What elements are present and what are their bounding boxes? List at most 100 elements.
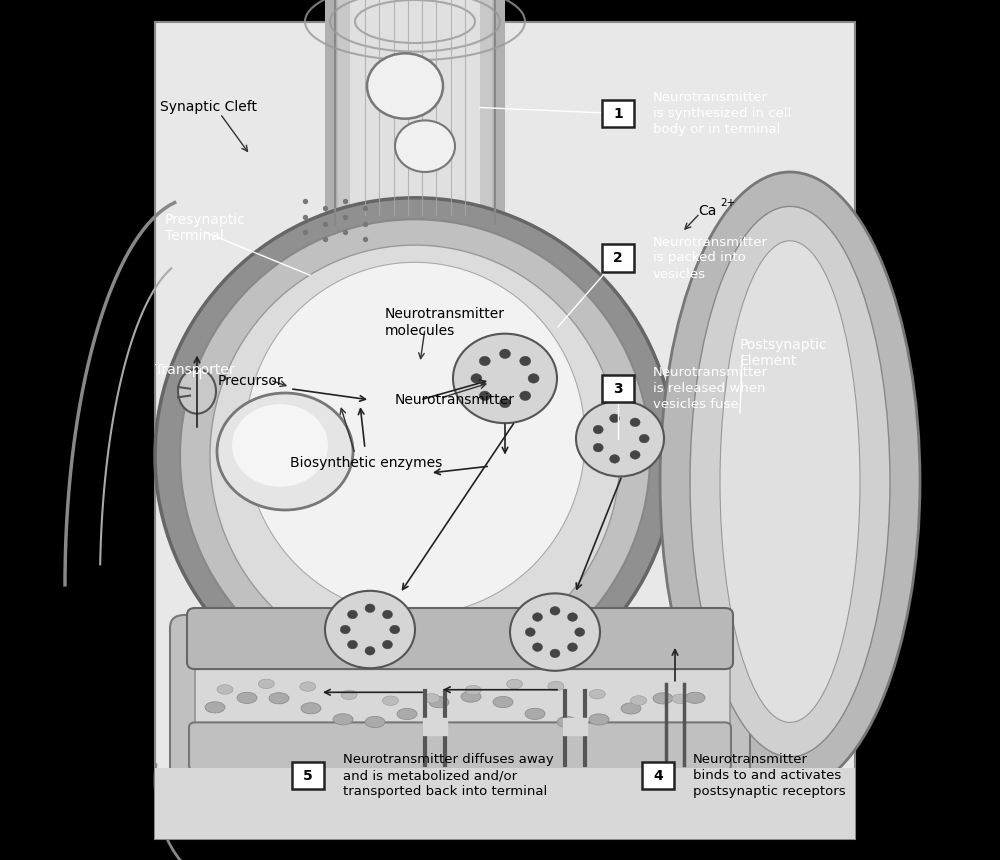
Ellipse shape: [589, 714, 609, 725]
Ellipse shape: [720, 241, 860, 722]
Ellipse shape: [589, 690, 605, 699]
FancyBboxPatch shape: [602, 100, 634, 127]
Ellipse shape: [180, 219, 650, 692]
Ellipse shape: [382, 696, 398, 705]
FancyBboxPatch shape: [602, 375, 634, 402]
Ellipse shape: [155, 198, 675, 714]
Text: Neurotransmitter
binds to and activates
postsynaptic receptors: Neurotransmitter binds to and activates …: [693, 753, 846, 798]
FancyBboxPatch shape: [155, 22, 855, 838]
Text: Precursor: Precursor: [218, 374, 284, 388]
Text: Synaptic Cleft: Synaptic Cleft: [160, 101, 257, 114]
Text: Presynaptic
Terminal: Presynaptic Terminal: [165, 212, 246, 243]
Ellipse shape: [461, 691, 481, 703]
Ellipse shape: [397, 709, 417, 720]
Circle shape: [550, 649, 560, 658]
Text: Neurotransmitter
is packed into
vesicles: Neurotransmitter is packed into vesicles: [653, 236, 768, 280]
Circle shape: [500, 398, 511, 408]
Ellipse shape: [465, 685, 481, 695]
Ellipse shape: [660, 172, 920, 791]
Ellipse shape: [621, 703, 641, 714]
Ellipse shape: [685, 692, 705, 703]
Circle shape: [365, 604, 375, 612]
Ellipse shape: [333, 714, 353, 725]
Circle shape: [630, 451, 640, 459]
Ellipse shape: [690, 206, 890, 757]
Ellipse shape: [507, 679, 523, 689]
Ellipse shape: [548, 681, 564, 691]
FancyBboxPatch shape: [189, 722, 731, 771]
Text: Ca: Ca: [698, 204, 716, 218]
Circle shape: [510, 593, 600, 671]
Text: Neurotransmitter
is released when
vesicles fuse: Neurotransmitter is released when vesicl…: [653, 366, 768, 411]
Circle shape: [525, 628, 535, 636]
Circle shape: [479, 391, 490, 401]
Circle shape: [520, 356, 531, 366]
Ellipse shape: [653, 693, 673, 704]
Ellipse shape: [301, 703, 321, 714]
Polygon shape: [423, 718, 447, 735]
Ellipse shape: [631, 696, 647, 705]
Text: Neurotransmitter
molecules: Neurotransmitter molecules: [385, 307, 505, 338]
Text: 2+: 2+: [720, 198, 735, 208]
Circle shape: [610, 455, 620, 464]
Circle shape: [479, 356, 490, 366]
Ellipse shape: [557, 716, 577, 728]
FancyBboxPatch shape: [187, 608, 733, 669]
FancyBboxPatch shape: [325, 0, 505, 232]
Text: Biosynthetic enzymes: Biosynthetic enzymes: [290, 456, 442, 470]
Ellipse shape: [525, 709, 545, 720]
Ellipse shape: [245, 262, 585, 615]
Circle shape: [520, 391, 531, 401]
Ellipse shape: [429, 697, 449, 708]
FancyBboxPatch shape: [195, 660, 730, 734]
Circle shape: [340, 625, 350, 634]
Circle shape: [325, 591, 415, 668]
Circle shape: [347, 641, 357, 649]
Ellipse shape: [269, 692, 289, 703]
Circle shape: [232, 404, 328, 487]
Ellipse shape: [300, 682, 316, 691]
Circle shape: [568, 612, 578, 621]
Circle shape: [639, 434, 649, 443]
Ellipse shape: [365, 716, 385, 728]
FancyBboxPatch shape: [350, 0, 480, 232]
Circle shape: [568, 643, 578, 652]
Ellipse shape: [258, 679, 274, 689]
Text: 1: 1: [613, 107, 623, 120]
Text: 2: 2: [613, 251, 623, 265]
Circle shape: [593, 443, 603, 452]
FancyBboxPatch shape: [642, 762, 674, 789]
Circle shape: [500, 349, 511, 359]
Circle shape: [575, 628, 585, 636]
Circle shape: [383, 641, 393, 649]
Text: Postsynaptic
Element: Postsynaptic Element: [740, 337, 828, 368]
Text: 5: 5: [303, 769, 313, 783]
Ellipse shape: [210, 245, 620, 666]
FancyBboxPatch shape: [292, 762, 324, 789]
Circle shape: [576, 401, 664, 476]
Polygon shape: [563, 718, 587, 735]
Circle shape: [367, 53, 443, 119]
Circle shape: [593, 426, 603, 434]
Ellipse shape: [672, 694, 688, 703]
Circle shape: [453, 334, 557, 423]
Ellipse shape: [217, 685, 233, 694]
FancyBboxPatch shape: [170, 615, 750, 800]
FancyBboxPatch shape: [155, 768, 855, 838]
Circle shape: [550, 606, 560, 615]
Circle shape: [630, 418, 640, 427]
Circle shape: [610, 414, 620, 422]
Text: 3: 3: [613, 382, 623, 396]
Text: Neurotransmitter diffuses away
and is metabolized and/or
transported back into t: Neurotransmitter diffuses away and is me…: [343, 753, 554, 798]
Ellipse shape: [237, 692, 257, 703]
Ellipse shape: [341, 690, 357, 699]
Ellipse shape: [205, 702, 225, 713]
Circle shape: [217, 393, 353, 510]
Circle shape: [383, 610, 393, 618]
Text: Neurotransmitter: Neurotransmitter: [395, 393, 515, 407]
FancyBboxPatch shape: [337, 0, 492, 232]
Text: Transporter: Transporter: [155, 363, 235, 377]
Circle shape: [532, 612, 542, 621]
Circle shape: [395, 120, 455, 172]
Text: 4: 4: [653, 769, 663, 783]
